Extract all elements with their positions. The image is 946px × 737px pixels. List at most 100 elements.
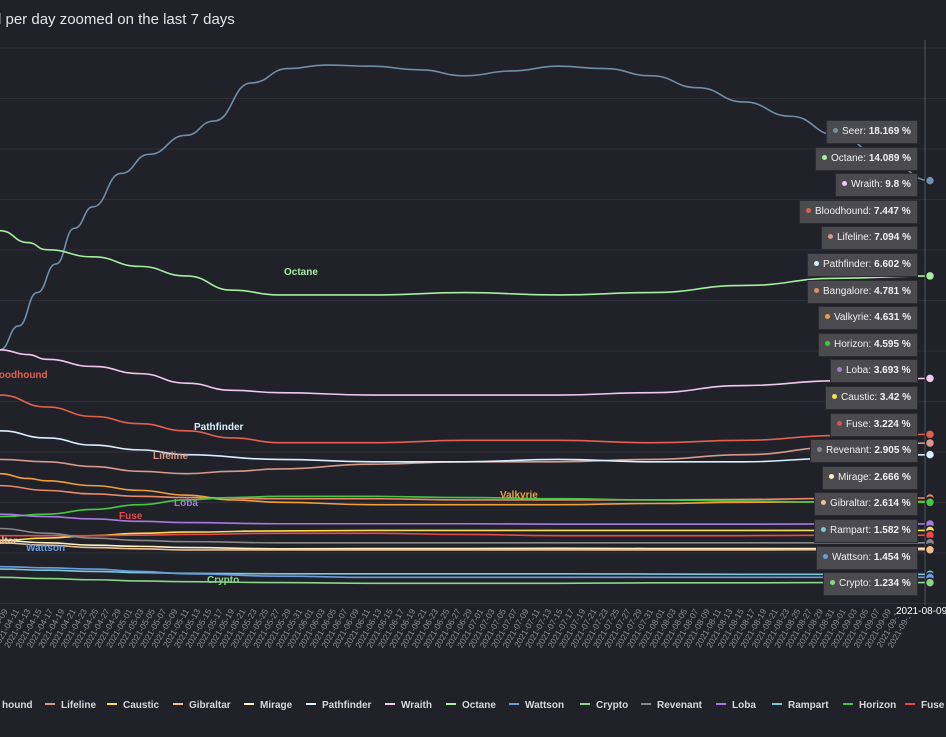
legend-label: Wattson <box>525 700 565 711</box>
series-line-seer[interactable] <box>0 64 931 351</box>
tooltip-dot <box>821 527 826 532</box>
legend-item-wraith[interactable]: Wraith <box>385 700 432 711</box>
inline-label-loba: Loba <box>174 498 198 509</box>
legend-item-gibraltar[interactable]: Gibraltar <box>173 700 231 711</box>
legend-swatch <box>385 703 395 705</box>
legend-swatch <box>641 703 651 705</box>
legend-item-horizon[interactable]: Horizon <box>843 700 896 711</box>
tooltip-value: 18.169 % <box>868 126 911 137</box>
tooltip-dot <box>814 287 819 293</box>
tooltip-dot <box>825 340 830 346</box>
tooltip-separator: : <box>868 551 874 563</box>
inline-label-fuse: Fuse <box>119 511 143 522</box>
legend-swatch <box>306 703 316 705</box>
legend-item-revenant[interactable]: Revenant <box>641 700 702 711</box>
tooltip-value: 3.42 % <box>879 392 912 403</box>
legend-item-wattson[interactable]: Wattson <box>509 700 564 711</box>
tooltip-value: 3.693 % <box>873 365 911 377</box>
tooltip-series-name: Wattson <box>832 551 869 563</box>
tooltip-row-loba: Loba: 3.693 % <box>830 359 918 384</box>
tooltip-separator: : <box>868 259 875 270</box>
legend-swatch <box>446 703 456 705</box>
legend-swatch <box>716 703 726 705</box>
legend-label: Loba <box>732 700 756 711</box>
legend-item-bloodhound[interactable]: hound <box>0 700 33 711</box>
tooltip-row-wraith: Wraith: 9.8 % <box>835 173 918 198</box>
inline-label-wattson: Wattson <box>26 543 65 554</box>
hover-date-label: 2021-08-09 <box>896 606 946 617</box>
inline-label-gibraltar: altar <box>0 536 17 547</box>
legend-item-pathfinder[interactable]: Pathfinder <box>306 700 371 711</box>
legend-item-mirage[interactable]: Mirage <box>244 700 292 711</box>
legend-item-lifeline[interactable]: Lifeline <box>45 700 96 711</box>
legend-label: Fuse <box>921 700 945 711</box>
tooltip-value: 4.595 % <box>874 338 911 350</box>
series-line-rampart[interactable] <box>0 568 930 576</box>
series-marker-bloodhound <box>924 429 936 440</box>
inline-label-valkyrie: Valkyrie <box>500 490 538 501</box>
tooltip-dot <box>825 314 830 320</box>
legend-item-loba[interactable]: Loba <box>716 700 756 711</box>
tooltip-row-rampart: Rampart: 1.582 % <box>814 519 918 543</box>
legend[interactable]: hound Lifeline Caustic Gibraltar Mirage Pathf… <box>0 700 946 720</box>
legend-label: hound <box>2 700 33 711</box>
tooltip-series-name: Caustic <box>841 392 875 403</box>
series-line-gibraltar[interactable] <box>0 542 930 551</box>
series-line-loba[interactable] <box>0 513 930 526</box>
series-line-bloodhound[interactable] <box>0 394 931 444</box>
tooltip-series-name: Rampart <box>830 525 869 536</box>
legend-item-fuse[interactable]: Fuse <box>905 700 944 711</box>
tooltip-value: 7.447 % <box>873 205 911 217</box>
legend-label: Mirage <box>260 700 293 711</box>
series-line-pathfinder[interactable] <box>0 430 931 463</box>
legend-swatch <box>772 703 782 705</box>
legend-item-crypto[interactable]: Crypto <box>580 700 628 711</box>
tooltip-row-bloodhound: Bloodhound: 7.447 % <box>799 199 918 224</box>
tooltip-dot <box>842 181 847 187</box>
tooltip-dot <box>830 580 835 586</box>
tooltip-value: 2.905 % <box>874 445 912 457</box>
series-line-bangalore[interactable] <box>0 484 931 501</box>
legend-label: Crypto <box>596 700 629 711</box>
tooltip-value: 6.602 % <box>874 259 911 270</box>
series-line-fuse[interactable] <box>0 532 930 537</box>
tooltip-separator: : <box>863 152 869 164</box>
series-line-mirage[interactable] <box>0 539 931 550</box>
tooltip-separator: : <box>868 338 875 350</box>
series-line-valkyrie[interactable] <box>0 472 931 506</box>
legend-item-rampart[interactable]: Rampart <box>772 700 829 711</box>
series-marker-horizon <box>924 497 936 508</box>
series-line-wraith[interactable] <box>0 348 931 396</box>
legend-item-octane[interactable]: Octane <box>446 700 496 711</box>
tooltip-series-name: Crypto <box>839 578 869 590</box>
series-line-horizon[interactable] <box>0 495 930 518</box>
legend-swatch <box>173 703 183 705</box>
legend-swatch <box>107 703 117 705</box>
inline-label-octane: Octane <box>284 267 318 278</box>
legend-swatch <box>45 703 55 705</box>
tooltip-row-wattson: Wattson: 1.454 % <box>816 545 918 570</box>
tooltip-value: 3.224 % <box>873 418 911 430</box>
tooltip-row-crypto: Crypto: 1.234 % <box>823 572 918 597</box>
tooltip-row-octane: Octane: 14.089 % <box>815 146 919 171</box>
tooltip-value: 1.582 % <box>873 525 911 536</box>
series-line-wattson[interactable] <box>0 565 930 579</box>
series-line-lifeline[interactable] <box>0 442 931 475</box>
inline-label-bloodhound: loodhound <box>0 370 48 381</box>
series-line-crypto[interactable] <box>0 576 930 585</box>
legend-label: Horizon <box>859 700 897 711</box>
tooltip-dot <box>821 500 826 506</box>
tooltip-dot <box>833 128 838 133</box>
series-marker-pathfinder <box>924 449 936 460</box>
inline-label-pathfinder: Pathfinder <box>194 422 244 433</box>
series-line-revenant[interactable] <box>0 527 930 544</box>
tooltip-dot <box>828 234 833 240</box>
tooltip-separator: : <box>874 392 880 403</box>
tooltip-value: 4.781 % <box>874 285 911 297</box>
legend-item-caustic[interactable]: Caustic <box>107 700 159 711</box>
tooltip-value: 14.089 % <box>868 152 912 164</box>
tooltip-row-gibraltar: Gibraltar: 2.614 % <box>814 492 918 517</box>
tooltip-value: 4.631 % <box>874 312 912 324</box>
series-line-octane[interactable] <box>0 229 931 296</box>
